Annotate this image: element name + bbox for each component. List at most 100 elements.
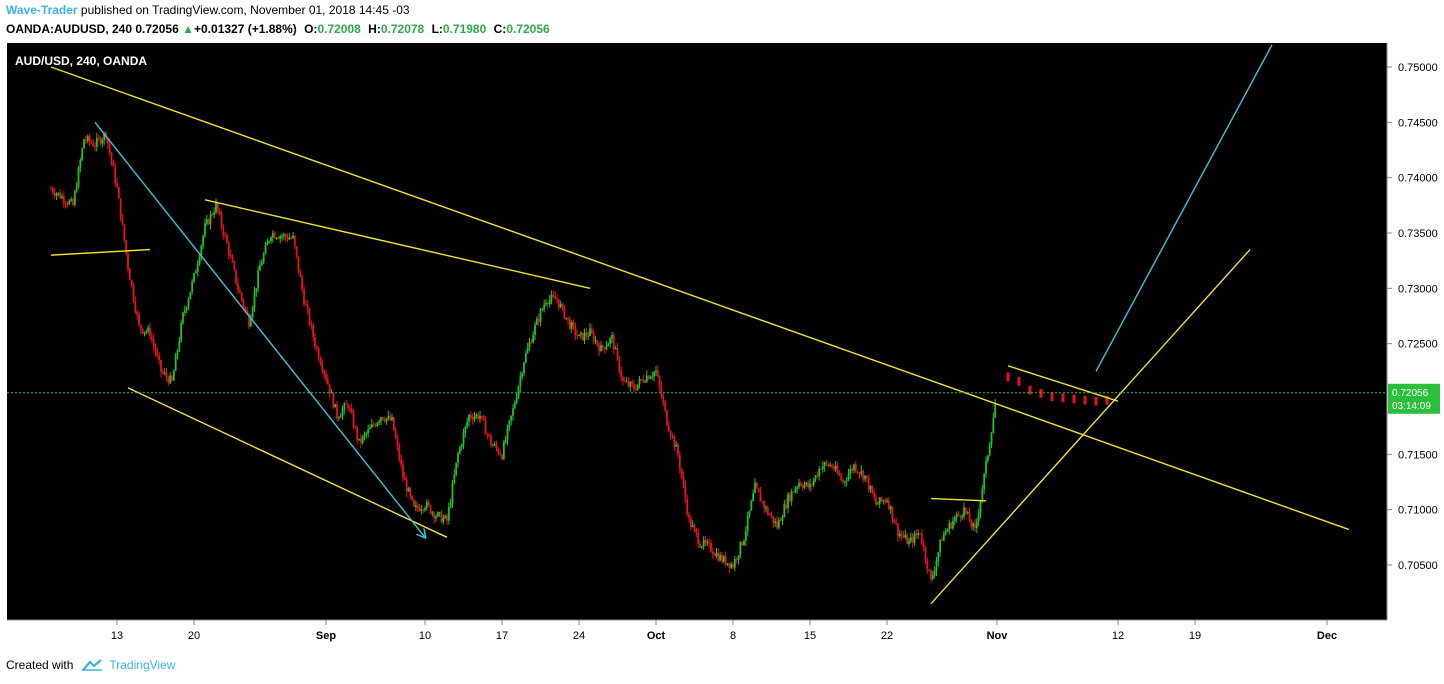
candle-body (678, 454, 681, 469)
candle-body (457, 453, 459, 463)
author-link[interactable]: Wave-Trader (6, 3, 78, 17)
yellow-trendline[interactable] (930, 249, 1251, 605)
time-tick-label: 15 (804, 630, 816, 642)
candle-body (134, 300, 137, 312)
symbol-label: OANDA:AUDUSD, 240 (6, 22, 133, 36)
time-tick-label: 12 (1112, 630, 1124, 642)
candle-body (110, 152, 113, 162)
candle-body (592, 332, 595, 342)
yellow-trendline[interactable] (50, 66, 1350, 531)
candle-body (515, 397, 518, 404)
time-tick-label: Dec (1317, 630, 1337, 642)
published-text: published on TradingView.com, November 0… (77, 3, 410, 17)
candle-body (737, 555, 740, 560)
candle-body (352, 412, 355, 428)
candle-body (911, 537, 914, 543)
candle-body (436, 512, 439, 517)
candle-body (251, 307, 254, 318)
candle-body (411, 495, 414, 500)
candle-body (864, 475, 866, 480)
candle-body (779, 519, 782, 521)
open-label: O: (304, 22, 318, 36)
candle-body (735, 558, 738, 560)
time-tick-label: Oct (647, 630, 666, 642)
candle-body (132, 285, 135, 301)
candle-body (455, 462, 458, 475)
candle-body (381, 417, 384, 420)
candle-body (152, 339, 155, 346)
cyan-trendline[interactable] (94, 121, 425, 537)
candle-body (264, 245, 267, 254)
tradingview-link[interactable]: TradingView (109, 658, 176, 672)
candle-body (616, 348, 619, 357)
candle-body (519, 376, 522, 387)
candle-body (326, 379, 329, 385)
candle-body (75, 187, 78, 192)
price-chart[interactable]: AUD/USD, 240, OANDA 0.75000 0.74500 0.7400… (0, 43, 1444, 648)
candle-body (171, 375, 173, 381)
candle-body (422, 509, 425, 511)
yellow-trendline[interactable] (127, 387, 448, 538)
candle-body (198, 257, 201, 265)
candle-body (792, 491, 795, 493)
candle-body (728, 563, 731, 568)
candle-body (172, 371, 175, 381)
candle-body (876, 503, 879, 505)
candle-body (761, 501, 764, 503)
candles (50, 130, 997, 583)
candle-body (405, 479, 408, 492)
candle-body (359, 438, 362, 443)
candle-body (717, 552, 720, 561)
candle-body (820, 468, 822, 470)
trendlines[interactable] (50, 44, 1350, 605)
candle-body (425, 501, 428, 508)
yellow-trendline[interactable] (204, 199, 591, 290)
candle-body (825, 462, 828, 464)
candle-body (964, 507, 967, 513)
candle-body (534, 324, 536, 335)
candle-body (90, 141, 93, 144)
candle-body (750, 500, 753, 511)
yellow-trendline[interactable] (930, 497, 987, 502)
candle-body (491, 445, 494, 447)
candle-body (634, 389, 637, 391)
candle-body (348, 408, 351, 410)
candle-body (196, 264, 199, 272)
time-axis[interactable]: 13 20 Sep 10 17 24 Oct 8 15 22 Nov 12 19 Dec (111, 620, 1337, 642)
candle-body (488, 434, 491, 437)
candle-body (557, 299, 560, 308)
price-tick-label: 0.70500 (1398, 560, 1438, 572)
candle-body (524, 353, 527, 363)
plot-area[interactable] (7, 43, 1387, 620)
candle-body (154, 345, 157, 353)
candle-body (295, 246, 298, 257)
yellow-trendline[interactable] (50, 248, 151, 256)
candle-body (94, 146, 96, 148)
time-tick-label: 22 (881, 630, 893, 642)
candle-body (860, 470, 863, 474)
candle-body (908, 540, 910, 545)
candle-body (644, 381, 646, 383)
time-tick-label: 17 (496, 630, 508, 642)
candle-body (798, 482, 800, 488)
candle-body (946, 529, 949, 532)
candle-body (440, 512, 443, 523)
candle-body (253, 292, 256, 308)
candle-body (354, 427, 357, 429)
candle-body (843, 481, 846, 483)
candle-body (957, 514, 960, 516)
candle-body (590, 328, 593, 333)
price-axis[interactable]: 0.75000 0.74500 0.74000 0.73500 0.73000 0.725… (1387, 62, 1440, 572)
candle-body (941, 540, 943, 542)
cyan-trendline[interactable] (1095, 44, 1273, 372)
projected-candle (1006, 372, 1010, 382)
candle-body (623, 381, 626, 383)
candle-body (772, 516, 775, 524)
candle-body (898, 533, 901, 537)
yellow-trendline[interactable] (1007, 365, 1119, 402)
candle-body (468, 414, 470, 422)
candle-body (61, 196, 63, 199)
candle-body (827, 463, 830, 467)
price-tick-label: 0.73500 (1398, 228, 1438, 240)
candle-body (409, 488, 412, 496)
